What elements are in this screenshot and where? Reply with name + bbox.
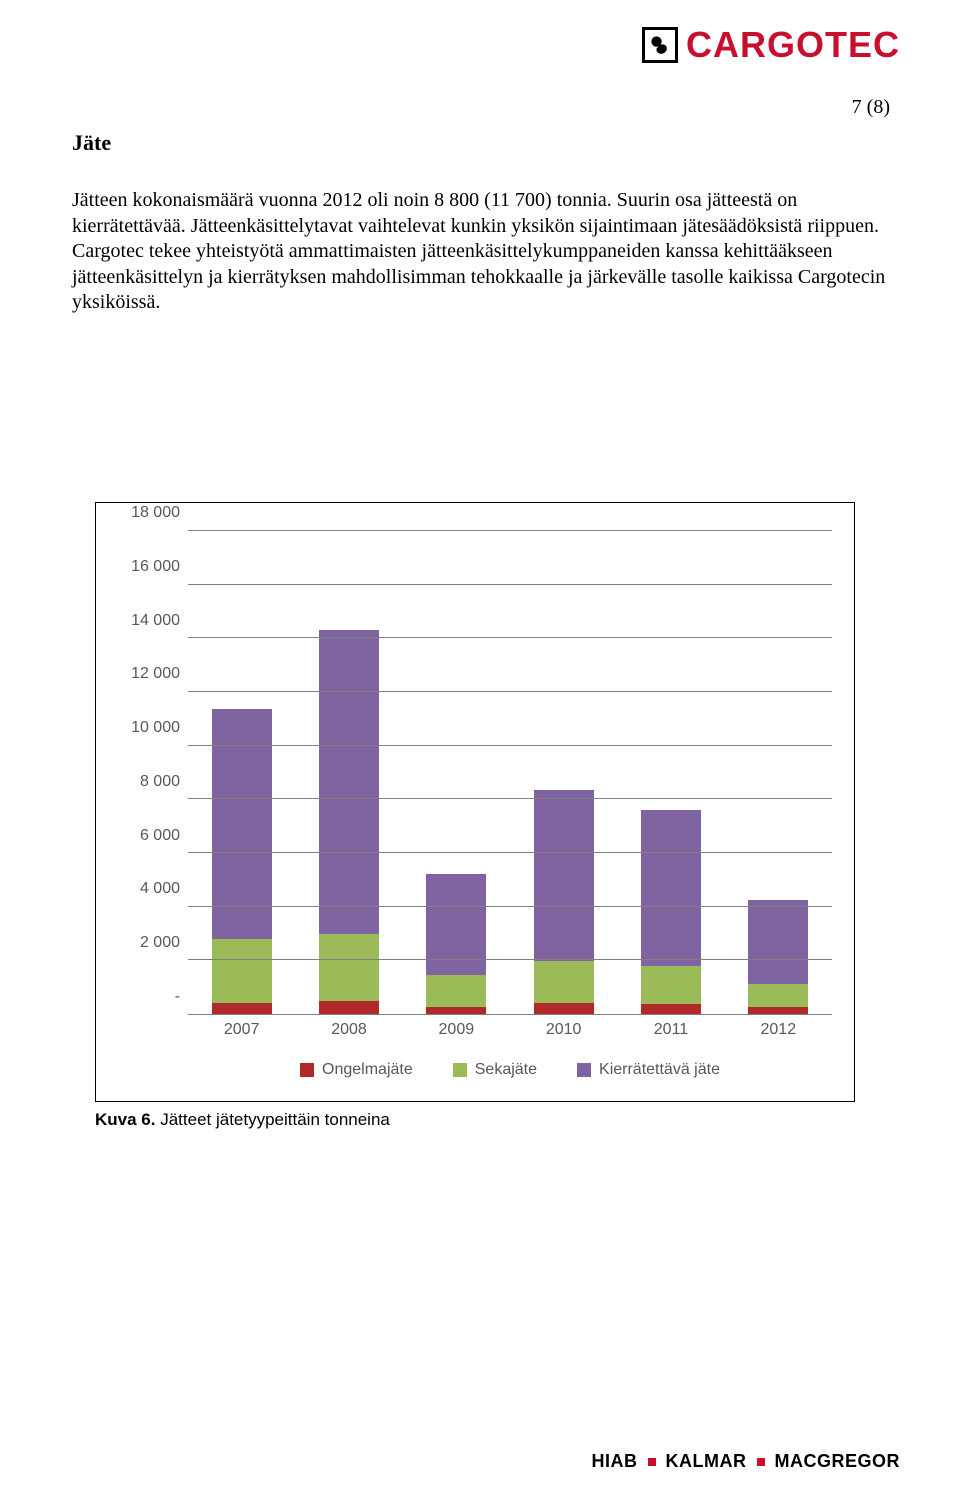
grid-line	[188, 906, 832, 907]
stacked-bar	[212, 630, 272, 1014]
body-paragraph: Jätteen kokonaismäärä vuonna 2012 oli no…	[72, 188, 888, 316]
brand-name: CARGOTEC	[686, 24, 900, 66]
bar-segment	[641, 810, 701, 966]
legend-label: Sekajäte	[475, 1061, 537, 1079]
stacked-bar	[426, 754, 486, 1014]
y-tick-label: 12 000	[131, 665, 180, 683]
figure-caption: Kuva 6. Jätteet jätetyypeittäin tonneina	[95, 1110, 390, 1130]
y-tick-label: 6 000	[140, 827, 180, 845]
bar-segment	[212, 939, 272, 1003]
footer-brand-macgregor: MACGREGOR	[775, 1451, 901, 1472]
y-tick-label: 18 000	[131, 504, 180, 522]
stacked-bar	[641, 700, 701, 1014]
bar-segment	[534, 790, 594, 961]
x-axis: 200720082009201020112012	[188, 1015, 832, 1043]
grid-line	[188, 745, 832, 746]
y-tick-label: -	[175, 988, 180, 1006]
x-tick-label: 2008	[295, 1021, 402, 1039]
bar-slot	[188, 531, 295, 1014]
bar-segment	[641, 1004, 701, 1014]
legend-swatch-icon	[453, 1063, 467, 1077]
bar-segment	[426, 975, 486, 1007]
bar-segment	[748, 984, 808, 1007]
bar-segment	[641, 966, 701, 1004]
cargotec-logo-icon	[642, 27, 678, 63]
bar-segment	[319, 934, 379, 1001]
stacked-bar	[748, 779, 808, 1014]
page-number: 7 (8)	[852, 96, 890, 119]
footer-separator-icon	[648, 1458, 656, 1466]
footer-brand-hiab: HIAB	[592, 1451, 638, 1472]
caption-prefix: Kuva 6.	[95, 1110, 155, 1129]
bar-slot	[725, 531, 832, 1014]
bar-segment	[534, 1003, 594, 1014]
y-tick-label: 16 000	[131, 558, 180, 576]
legend-item: Ongelmajäte	[300, 1061, 413, 1079]
grid-line	[188, 637, 832, 638]
plot-area	[188, 531, 832, 1015]
bar-segment	[748, 1007, 808, 1014]
bar-segment	[534, 961, 594, 1003]
stacked-bar	[534, 685, 594, 1014]
y-tick-label: 2 000	[140, 934, 180, 952]
legend-swatch-icon	[577, 1063, 591, 1077]
legend-label: Ongelmajäte	[322, 1061, 413, 1079]
x-tick-label: 2009	[403, 1021, 510, 1039]
bars-group	[188, 531, 832, 1014]
x-tick-label: 2007	[188, 1021, 295, 1039]
caption-text: Jätteet jätetyypeittäin tonneina	[155, 1110, 389, 1129]
plot-row: - 2 000 4 000 6 000 8 000 10 000 12 000 14 000 1…	[118, 531, 832, 1015]
legend-item: Kierrätettävä jäte	[577, 1061, 720, 1079]
grid-line	[188, 691, 832, 692]
footer-brands: HIAB KALMAR MACGREGOR	[592, 1451, 901, 1472]
y-tick-label: 10 000	[131, 719, 180, 737]
bar-slot	[403, 531, 510, 1014]
legend-item: Sekajäte	[453, 1061, 537, 1079]
footer-separator-icon	[757, 1458, 765, 1466]
waste-chart: - 2 000 4 000 6 000 8 000 10 000 12 000 14 000 1…	[95, 502, 855, 1102]
grid-line	[188, 959, 832, 960]
legend-swatch-icon	[300, 1063, 314, 1077]
legend-label: Kierrätettävä jäte	[599, 1061, 720, 1079]
bar-segment	[319, 630, 379, 934]
bar-segment	[319, 1001, 379, 1014]
section-title: Jäte	[72, 130, 111, 156]
x-tick-label: 2011	[617, 1021, 724, 1039]
bar-segment	[748, 900, 808, 984]
y-axis: - 2 000 4 000 6 000 8 000 10 000 12 000 14 000 1…	[118, 531, 188, 1015]
footer-brand-kalmar: KALMAR	[666, 1451, 747, 1472]
bar-slot	[295, 531, 402, 1014]
y-tick-label: 8 000	[140, 773, 180, 791]
x-tick-label: 2012	[725, 1021, 832, 1039]
grid-line	[188, 852, 832, 853]
grid-line	[188, 584, 832, 585]
grid-line	[188, 798, 832, 799]
x-tick-label: 2010	[510, 1021, 617, 1039]
legend: Ongelmajäte Sekajäte Kierrätettävä jäte	[188, 1061, 832, 1079]
bar-segment	[212, 1003, 272, 1014]
bar-slot	[617, 531, 724, 1014]
grid-line	[188, 530, 832, 531]
y-tick-label: 4 000	[140, 880, 180, 898]
y-tick-label: 14 000	[131, 612, 180, 630]
bar-segment	[426, 1007, 486, 1014]
header: CARGOTEC	[642, 24, 900, 66]
bar-slot	[510, 531, 617, 1014]
